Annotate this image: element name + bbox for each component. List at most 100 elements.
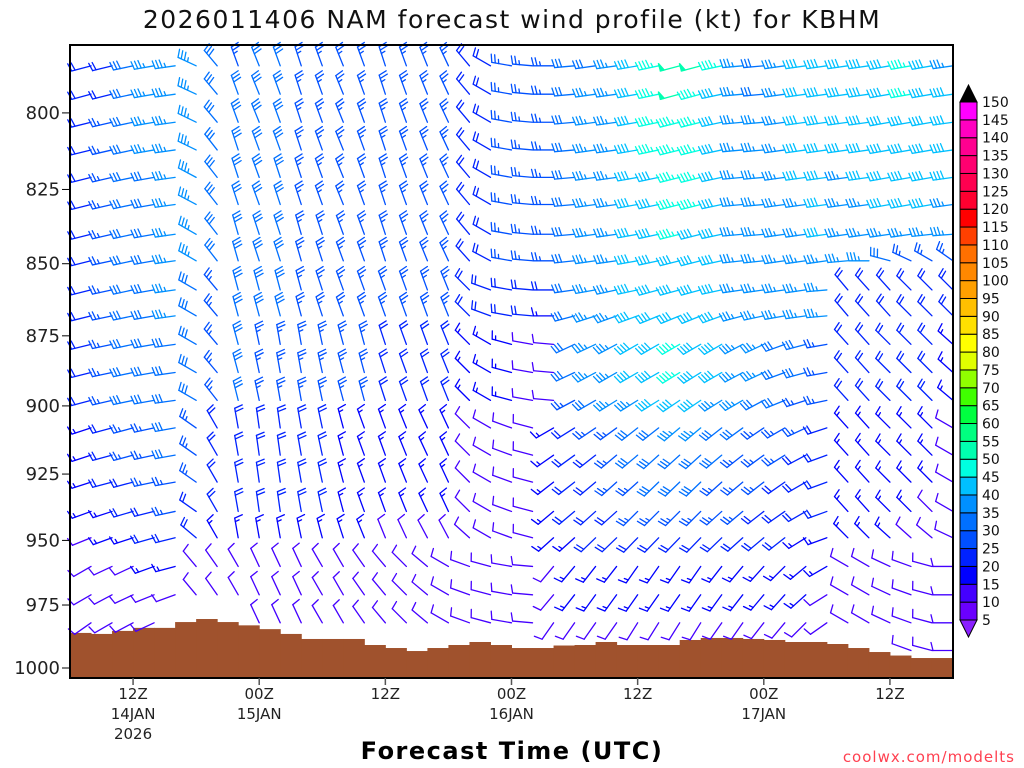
wind-barb [490,53,513,67]
wind-barb [530,510,555,525]
colorbar-label: 20 [982,559,1000,575]
wind-barb [917,489,933,513]
wind-barb [336,513,345,539]
colorbar-swatch [959,244,978,264]
wind-barb [782,254,807,265]
wind-barb [866,227,891,238]
wind-barb [151,309,176,320]
wind-barb [66,510,92,519]
wind-barb [88,311,113,321]
wind-barb [530,168,555,179]
wind-barb [251,180,263,206]
wind-barb [317,376,327,402]
wind-barb [935,409,954,429]
wind-barb [356,236,367,262]
wind-barb [781,427,807,438]
wind-barb [472,131,492,151]
wind-barb [829,604,849,624]
wind-barb [678,427,702,442]
wind-barb [550,342,576,354]
wind-barb [803,227,828,238]
wind-barb [109,284,134,295]
wind-barb [398,403,408,429]
wind-barb [88,229,113,240]
wind-barb [802,425,828,435]
wind-barb [271,570,281,596]
wind-barb [655,228,681,240]
wind-barb [297,458,307,483]
credit-link[interactable]: coolwx.com/modelts [843,748,1015,766]
wind-barb [356,431,365,456]
wind-barb [274,291,285,317]
wind-barb [846,252,870,262]
wind-barb [697,59,723,71]
wind-barb [875,293,891,317]
wind-barb [255,458,266,483]
wind-barb [896,322,912,345]
wind-barb [783,622,807,638]
colorbar-swatch [959,440,978,460]
wind-barb [593,170,618,181]
terrain-bar [595,641,618,678]
terrain-bar [364,645,386,678]
wind-barb [510,193,534,206]
wind-barb [472,381,492,402]
wind-barb [532,594,555,611]
wind-barb [67,146,92,156]
terrain-bar [637,645,660,678]
wind-barb [655,144,681,156]
terrain-bar [742,638,765,678]
colorbar-label: 80 [982,345,1000,361]
wind-barb [378,153,388,179]
wind-barb [720,481,744,496]
wind-barb [234,487,244,513]
wind-barb [871,577,891,596]
wind-barb [492,439,513,456]
x-tick-time: 00Z [497,685,526,703]
wind-barb [109,338,134,350]
wind-barb [377,291,388,317]
terrain-bar [427,648,449,678]
wind-barb [531,389,555,402]
wind-barb [398,70,409,95]
wind-barb [317,320,327,345]
wind-barb [297,376,307,402]
wind-barb [297,431,307,456]
wind-barb [378,376,388,402]
wind-barb [678,510,702,527]
wind-barb [418,403,429,429]
wind-barb [332,599,344,624]
wind-barb [719,142,744,153]
wind-barb [151,170,176,181]
wind-barb [530,195,555,206]
wind-barb [551,454,576,468]
wind-barb [251,70,262,95]
wind-barb [471,274,492,291]
wind-barb [854,267,870,291]
wind-barb [572,59,597,70]
wind-barb [430,604,450,624]
wind-barb [782,115,807,126]
wind-barb [511,360,534,374]
wind-barb [292,570,302,596]
wind-barb [783,594,807,609]
wind-barb [271,542,281,568]
wind-barb [740,142,765,153]
x-tick-date: 17JAN [741,705,786,723]
wind-barb [636,510,660,527]
wind-barb [908,143,933,155]
wind-barb [761,309,786,320]
wind-barb [512,523,534,539]
colorbar-label: 100 [982,274,1009,290]
wind-barb [232,348,243,374]
wind-barb [680,565,702,584]
wind-barb [572,254,597,265]
colorbar-swatch [959,601,978,621]
wind-barb [67,230,92,240]
wind-barb [676,88,702,101]
wind-barb [573,510,597,526]
wind-barb [88,594,113,605]
wind-barb [205,571,218,596]
wind-barb [719,427,744,441]
wind-barb [617,594,639,612]
